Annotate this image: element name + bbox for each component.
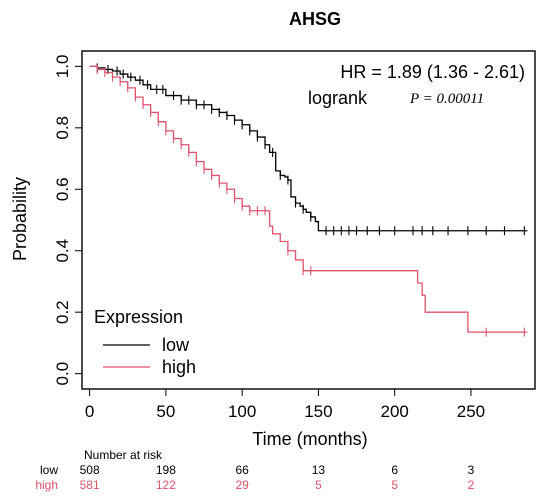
risk-table: Number at risk low high 508 198 66 13 6 3 581… bbox=[35, 448, 474, 492]
logrank-label: logrank bbox=[308, 88, 368, 108]
risk-row-low: 508 198 66 13 6 3 bbox=[80, 463, 475, 477]
x-tick-label-150: 150 bbox=[304, 402, 332, 421]
y-tick-label-3: 0.6 bbox=[53, 177, 72, 201]
risk-value-high-100: 29 bbox=[235, 478, 249, 492]
series-layer bbox=[89, 63, 528, 337]
risk-value-low-200: 6 bbox=[391, 463, 398, 477]
y-tick-label-1: 0.2 bbox=[53, 300, 72, 324]
plot-frame bbox=[81, 50, 536, 390]
risk-value-low-100: 66 bbox=[235, 463, 249, 477]
x-tick-label-50: 50 bbox=[156, 402, 175, 421]
y-tick-label-0: 0.0 bbox=[53, 362, 72, 386]
risk-row-label-low: low bbox=[40, 463, 58, 477]
x-axis-label: Time (months) bbox=[252, 429, 367, 449]
series-line-low bbox=[89, 65, 528, 232]
chart-title: AHSG bbox=[289, 9, 341, 29]
risk-value-high-150: 5 bbox=[315, 478, 322, 492]
series-line-high bbox=[89, 65, 528, 333]
risk-value-low-0: 508 bbox=[80, 463, 100, 477]
legend-label-high: high bbox=[162, 357, 196, 377]
x-tick-label-0: 0 bbox=[85, 402, 94, 421]
y-tick-label-2: 0.4 bbox=[53, 239, 72, 263]
x-tick-label-100: 100 bbox=[228, 402, 256, 421]
risk-value-low-150: 13 bbox=[312, 463, 326, 477]
p-value-text: P = 0.00011 bbox=[409, 91, 484, 107]
axes-layer: 0 50 100 150 200 250 0.0 0.2 0.4 0.6 0.8 1.0 bbox=[53, 55, 485, 421]
risk-value-high-200: 5 bbox=[391, 478, 398, 492]
y-tick-label-5: 1.0 bbox=[53, 55, 72, 79]
x-tick-label-200: 200 bbox=[380, 402, 408, 421]
plot-area: 0 50 100 150 200 250 0.0 0.2 0.4 0.6 0.8 1.0 bbox=[53, 50, 536, 421]
risk-value-high-250: 2 bbox=[468, 478, 475, 492]
hr-annotation: HR = 1.89 (1.36 - 2.61) logrank P = 0.00… bbox=[308, 62, 525, 108]
legend-label-low: low bbox=[162, 335, 190, 355]
hr-text: HR = 1.89 (1.36 - 2.61) bbox=[340, 62, 525, 82]
x-tick-label-250: 250 bbox=[457, 402, 485, 421]
risk-value-high-0: 581 bbox=[80, 478, 100, 492]
y-axis-label: Probability bbox=[10, 177, 30, 261]
legend: Expression low high bbox=[94, 307, 196, 377]
risk-value-high-50: 122 bbox=[156, 478, 176, 492]
risk-row-high: 581 122 29 5 5 2 bbox=[80, 478, 475, 492]
risk-table-title: Number at risk bbox=[84, 448, 163, 462]
risk-row-label-high: high bbox=[35, 478, 58, 492]
legend-title: Expression bbox=[94, 307, 183, 327]
risk-value-low-250: 3 bbox=[468, 463, 475, 477]
y-tick-label-4: 0.8 bbox=[53, 116, 72, 140]
risk-value-low-50: 198 bbox=[156, 463, 176, 477]
